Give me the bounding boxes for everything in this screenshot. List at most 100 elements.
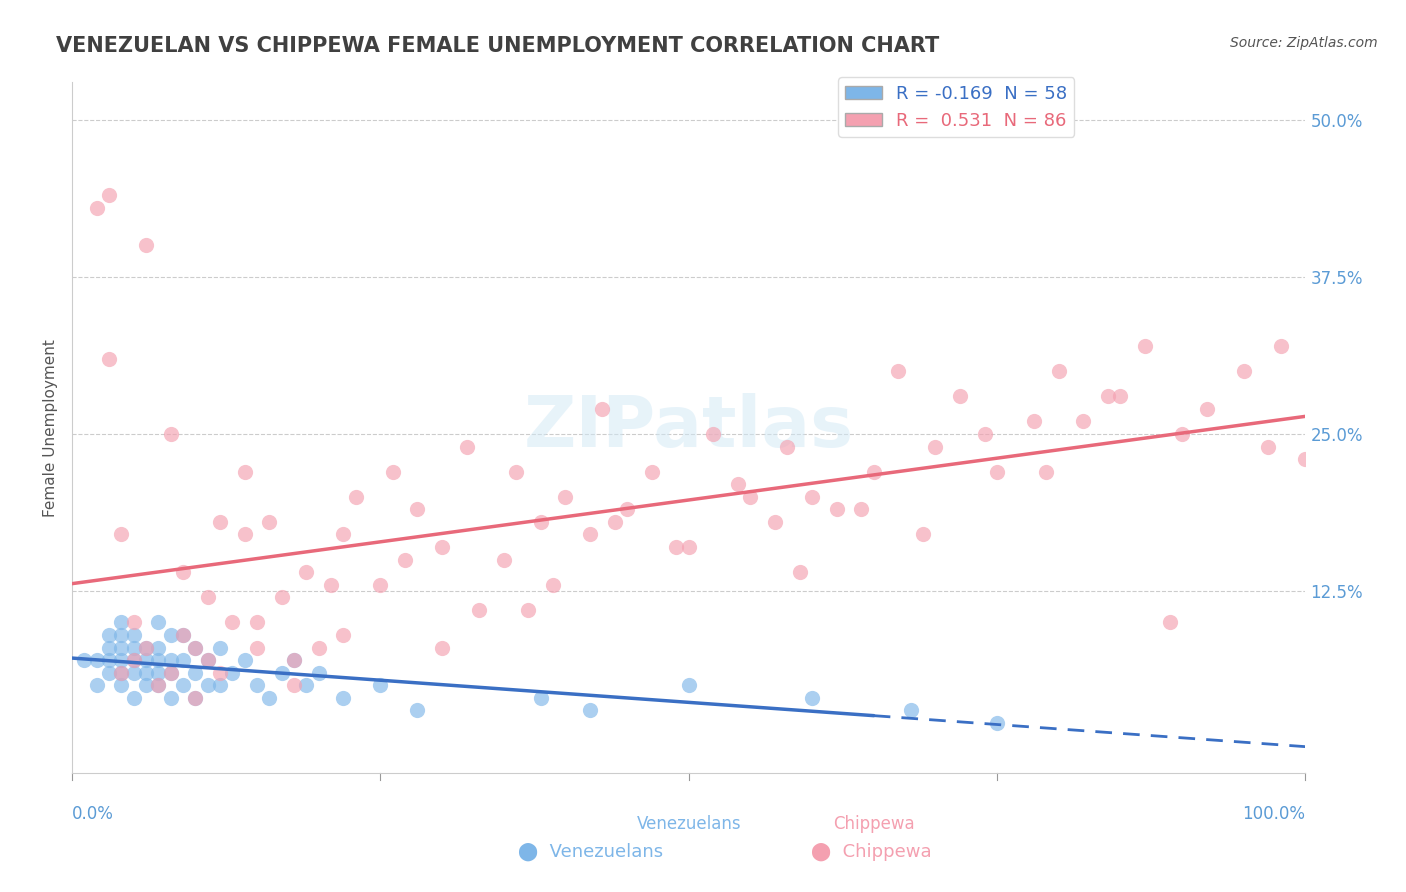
Point	[148, 640, 170, 655]
Point	[370, 678, 392, 692]
Point	[727, 477, 749, 491]
Point	[221, 665, 243, 680]
Point	[159, 690, 181, 705]
Point	[122, 665, 145, 680]
Point	[456, 440, 478, 454]
Point	[862, 465, 884, 479]
Point	[332, 628, 354, 642]
Point	[394, 552, 416, 566]
Point	[197, 653, 219, 667]
Text: Chippewa: Chippewa	[832, 814, 914, 832]
Point	[110, 678, 132, 692]
Point	[912, 527, 935, 541]
Point	[740, 490, 762, 504]
Point	[259, 515, 281, 529]
Point	[208, 515, 231, 529]
Point	[1097, 389, 1119, 403]
Point	[159, 653, 181, 667]
Point	[1073, 414, 1095, 428]
Point	[98, 665, 121, 680]
Point	[530, 515, 553, 529]
Point	[505, 465, 527, 479]
Point	[801, 490, 824, 504]
Point	[172, 565, 194, 579]
Point	[122, 653, 145, 667]
Point	[246, 640, 269, 655]
Text: 0.0%: 0.0%	[72, 805, 114, 822]
Point	[406, 703, 429, 717]
Point	[135, 238, 157, 252]
Point	[148, 615, 170, 630]
Point	[233, 527, 256, 541]
Point	[122, 653, 145, 667]
Point	[949, 389, 972, 403]
Point	[159, 665, 181, 680]
Point	[184, 640, 207, 655]
Text: ⬤  Chippewa: ⬤ Chippewa	[811, 842, 932, 861]
Point	[98, 351, 121, 366]
Point	[221, 615, 243, 630]
Point	[308, 640, 330, 655]
Point	[148, 653, 170, 667]
Point	[763, 515, 786, 529]
Point	[110, 640, 132, 655]
Point	[295, 565, 318, 579]
Point	[678, 678, 700, 692]
Point	[159, 665, 181, 680]
Point	[579, 703, 602, 717]
Point	[270, 591, 292, 605]
Point	[246, 615, 269, 630]
Point	[98, 628, 121, 642]
Point	[283, 653, 305, 667]
Point	[579, 527, 602, 541]
Point	[370, 578, 392, 592]
Point	[344, 490, 367, 504]
Point	[122, 640, 145, 655]
Point	[295, 678, 318, 692]
Point	[851, 502, 873, 516]
Point	[110, 665, 132, 680]
Point	[135, 665, 157, 680]
Y-axis label: Female Unemployment: Female Unemployment	[44, 339, 58, 516]
Point	[148, 665, 170, 680]
Point	[825, 502, 848, 516]
Point	[233, 465, 256, 479]
Point	[73, 653, 96, 667]
Point	[986, 465, 1008, 479]
Point	[135, 678, 157, 692]
Legend: R = -0.169  N = 58, R =  0.531  N = 86: R = -0.169 N = 58, R = 0.531 N = 86	[838, 78, 1074, 136]
Point	[110, 615, 132, 630]
Point	[86, 653, 108, 667]
Point	[122, 628, 145, 642]
Point	[702, 426, 724, 441]
Point	[184, 640, 207, 655]
Point	[801, 690, 824, 705]
Point	[332, 690, 354, 705]
Point	[554, 490, 576, 504]
Point	[381, 465, 404, 479]
Point	[1257, 440, 1279, 454]
Point	[468, 603, 491, 617]
Point	[197, 653, 219, 667]
Point	[98, 653, 121, 667]
Point	[530, 690, 553, 705]
Point	[184, 690, 207, 705]
Point	[259, 690, 281, 705]
Point	[86, 678, 108, 692]
Point	[148, 678, 170, 692]
Text: ZIPatlas: ZIPatlas	[523, 393, 853, 462]
Point	[208, 640, 231, 655]
Point	[1270, 339, 1292, 353]
Point	[1035, 465, 1057, 479]
Point	[122, 615, 145, 630]
Point	[270, 665, 292, 680]
Point	[135, 653, 157, 667]
Point	[1233, 364, 1256, 378]
Point	[1133, 339, 1156, 353]
Text: Venezuelans: Venezuelans	[637, 814, 741, 832]
Text: Source: ZipAtlas.com: Source: ZipAtlas.com	[1230, 36, 1378, 50]
Point	[678, 540, 700, 554]
Point	[406, 502, 429, 516]
Point	[110, 628, 132, 642]
Point	[900, 703, 922, 717]
